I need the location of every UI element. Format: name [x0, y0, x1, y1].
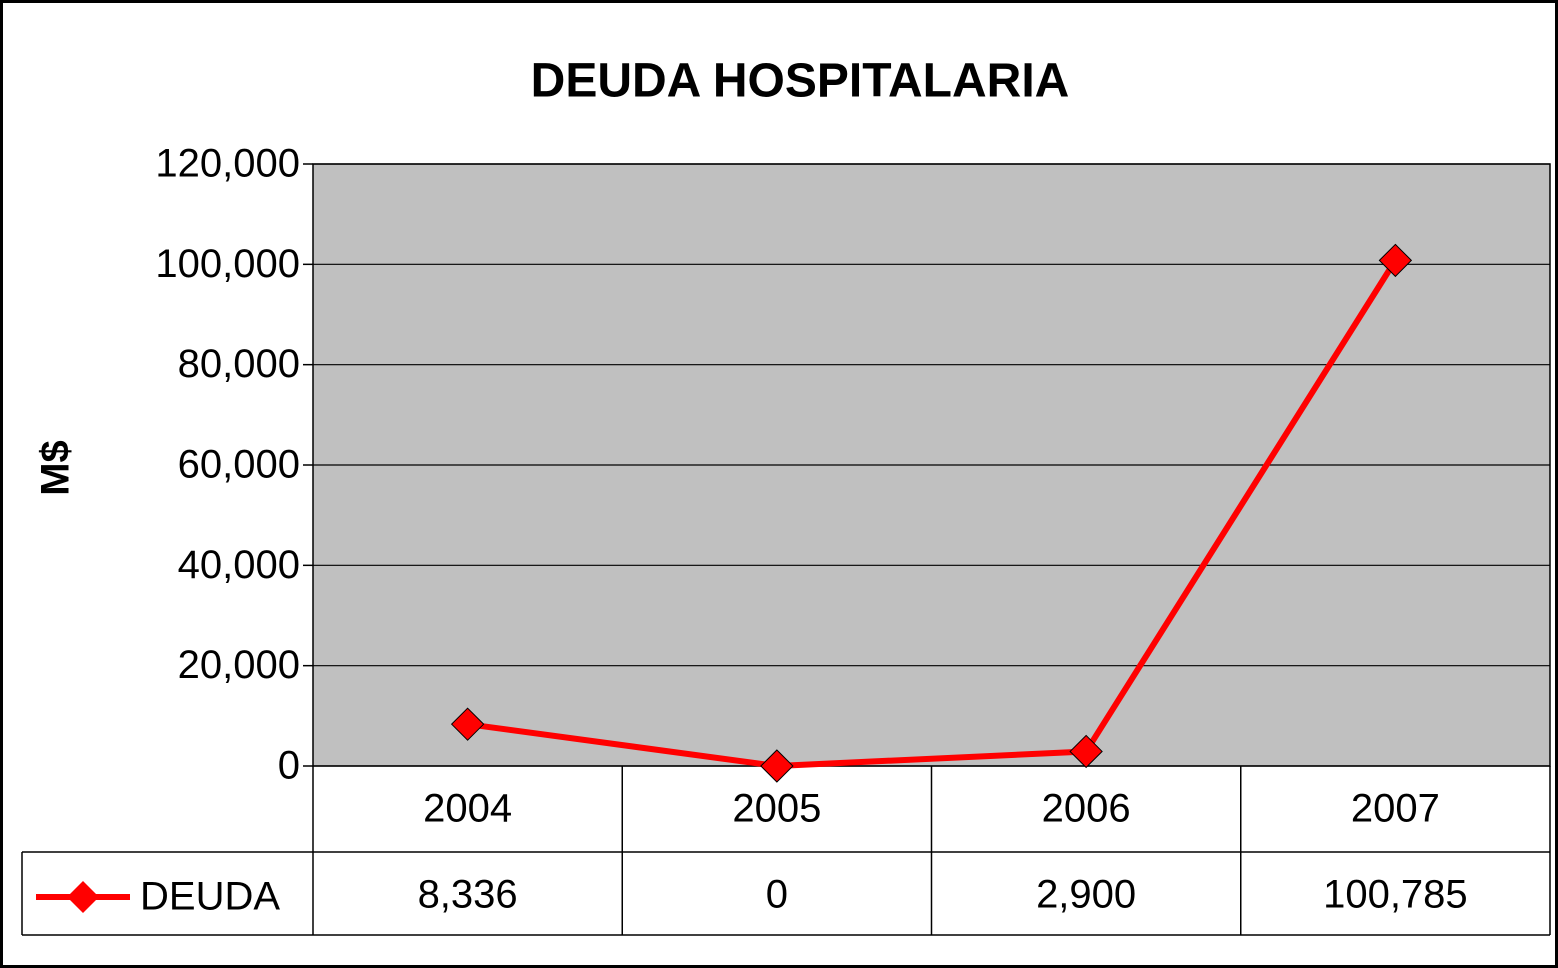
y-axis-label: M$ [34, 440, 78, 496]
y-tick-label: 100,000 [155, 242, 300, 286]
table-value: 100,785 [1323, 873, 1468, 917]
x-tick-label: 2006 [1042, 787, 1131, 831]
point-marker [450, 707, 485, 741]
chart-title: DEUDA HOSPITALARIA [531, 55, 1070, 108]
point-marker [760, 749, 794, 783]
y-tick-label: 40,000 [178, 543, 300, 587]
y-tick-label: 80,000 [178, 342, 300, 386]
table-value: 8,336 [418, 873, 518, 917]
legend-marker [67, 881, 99, 913]
series-line [467, 258, 1398, 769]
data-table-grid [21, 766, 1551, 936]
table-value: 2,900 [1036, 873, 1136, 917]
y-tick-label: 20,000 [178, 643, 300, 687]
point-marker [1378, 243, 1413, 278]
point-marker [1069, 734, 1103, 769]
x-tick-label: 2004 [423, 787, 512, 831]
x-tick-label: 2005 [732, 787, 821, 831]
y-tick-label: 120,000 [155, 142, 300, 186]
legend-label: DEUDA [140, 875, 280, 919]
table-value: 0 [766, 873, 788, 917]
y-tick-label: 0 [278, 744, 300, 788]
y-tick-label: 60,000 [178, 443, 300, 487]
x-tick-label: 2007 [1351, 787, 1440, 831]
